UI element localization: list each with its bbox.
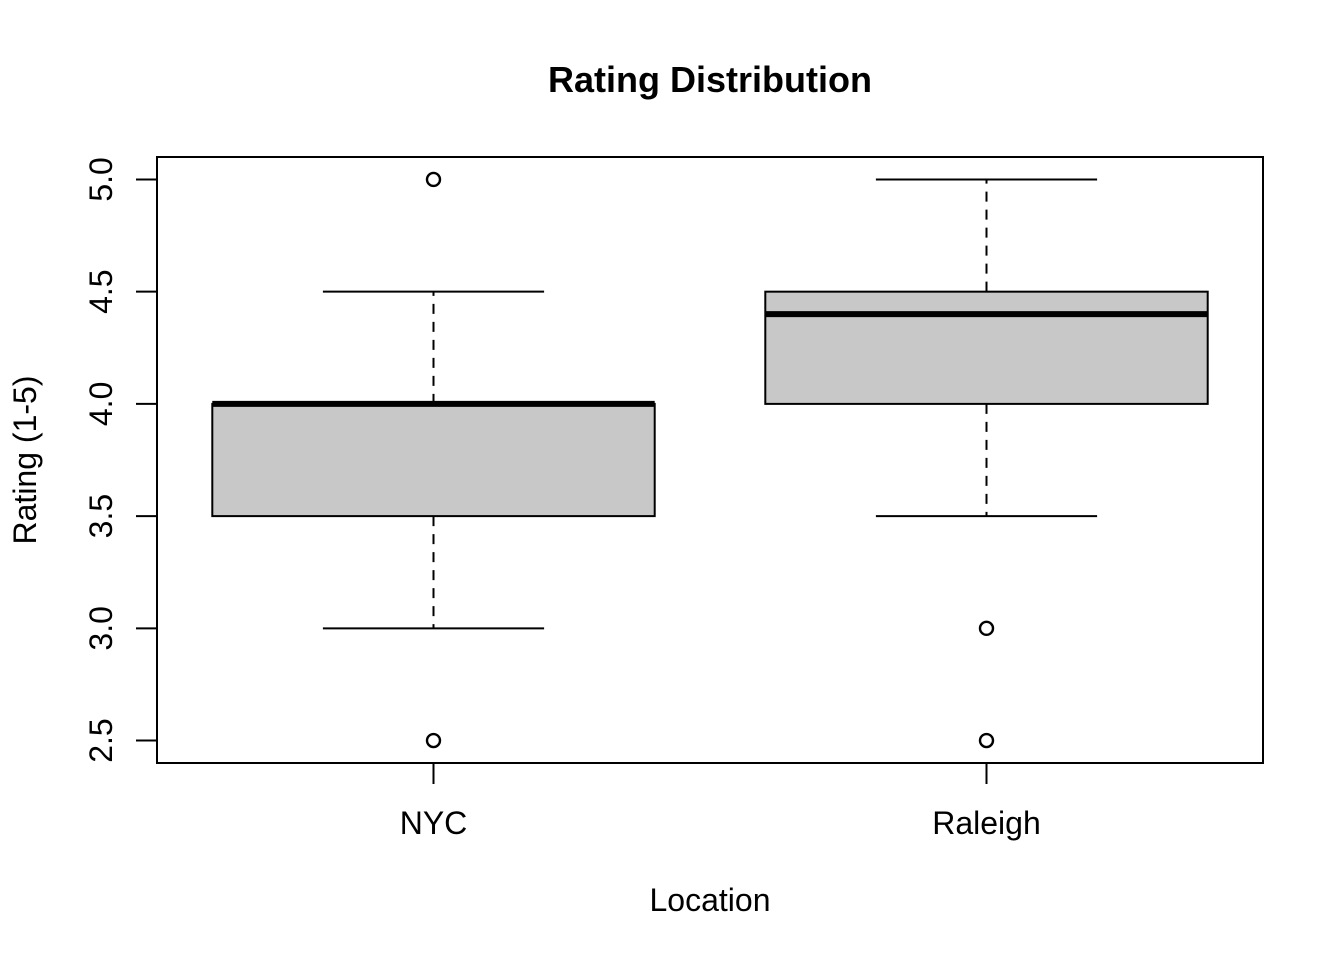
y-tick-label: 5.0 (83, 157, 119, 201)
y-tick-label: 3.0 (83, 606, 119, 650)
outlier-point (978, 620, 995, 637)
y-tick-label: 4.0 (83, 382, 119, 426)
box-nyc (211, 171, 656, 749)
outlier-point (425, 171, 442, 188)
box-iqr (211, 402, 656, 518)
y-axis-label: Rating (1-5) (7, 376, 43, 545)
outlier-point (978, 732, 995, 749)
y-tick-label: 2.5 (83, 718, 119, 762)
y-tick-label: 3.5 (83, 494, 119, 538)
y-tick-label: 4.5 (83, 269, 119, 313)
x-tick-label: NYC (400, 805, 468, 841)
outlier-point (425, 732, 442, 749)
x-tick-label: Raleigh (932, 805, 1041, 841)
box-raleigh (764, 178, 1209, 749)
y-axis: 2.5 3.0 3.5 4.0 4.5 5.0 (83, 157, 158, 763)
chart-title: Rating Distribution (548, 59, 872, 100)
x-axis-label: Location (650, 882, 771, 918)
box-iqr (764, 290, 1209, 405)
box-series (211, 171, 1209, 749)
x-axis: NYC Raleigh (400, 763, 1041, 841)
